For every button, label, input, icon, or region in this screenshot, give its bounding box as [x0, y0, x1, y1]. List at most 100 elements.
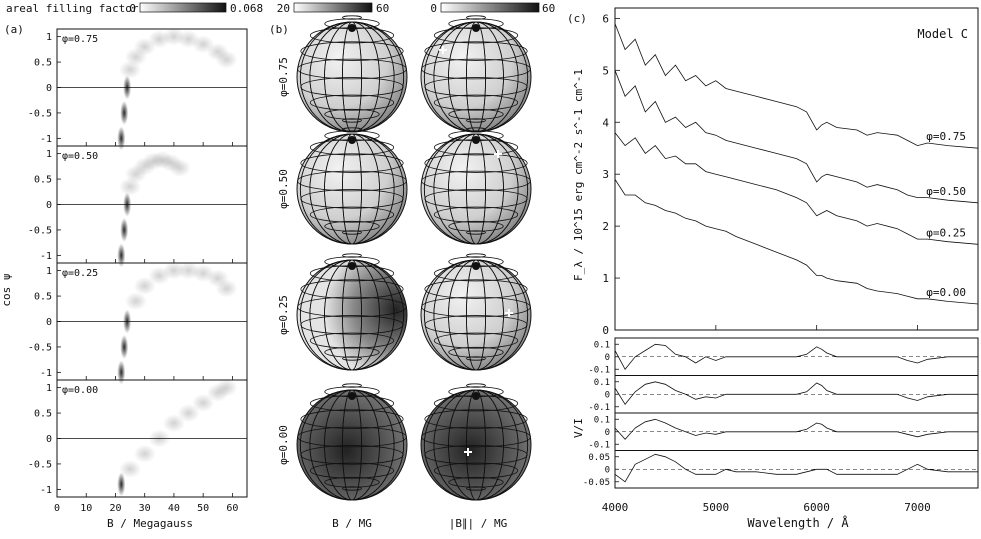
latitude-line [342, 15, 362, 20]
colorbar-b1-max: 60 [376, 2, 389, 15]
sphere [296, 127, 408, 245]
ytick-label: -1 [40, 251, 52, 262]
vi-subplot: 0.1 0 -0.1 [588, 375, 979, 414]
heatmap-cell [192, 393, 215, 412]
panel-b-col-label-b: B / MG [332, 517, 372, 530]
ytick-label: 6 [602, 12, 609, 25]
latitude-line [324, 220, 380, 232]
latitude-line [448, 476, 504, 488]
phase-label: φ=0.00 [62, 385, 98, 396]
latitude-line [297, 426, 407, 448]
heatmap-cell [120, 100, 129, 125]
pole-marker [472, 136, 480, 144]
latitude-line [466, 486, 486, 491]
latitude-line [424, 279, 528, 299]
vi-line [614, 381, 978, 405]
latitude-line [421, 296, 531, 318]
heatmap-cell [117, 472, 126, 497]
ytick-label: 0.1 [594, 415, 610, 425]
panel-b-label: (b) [269, 23, 289, 36]
latitude-line [433, 94, 519, 111]
longitude-line [423, 259, 529, 371]
heatmap-cell [117, 126, 126, 151]
sphere [296, 15, 408, 133]
latitude-line [309, 332, 395, 349]
xtick-label: 60 [226, 503, 238, 514]
ytick-label: -0.5 [28, 108, 52, 119]
vi-subplot: 0.1 0 -0.1 [588, 412, 979, 451]
heatmap-cell [124, 292, 147, 311]
latitude-line [324, 346, 380, 358]
latitude-line [466, 253, 486, 258]
colorbar-a-max: 0.068 [230, 2, 263, 15]
ytick-label: -0.1 [588, 403, 610, 413]
ytick-label: -0.5 [28, 225, 52, 236]
latitude-line [300, 409, 404, 429]
spectrum-label: φ=0.25 [926, 226, 966, 239]
panel-a-ylabel: cos ψ [0, 273, 13, 306]
longitude-line [423, 389, 529, 501]
pole-marker [472, 24, 480, 32]
latitude-line [342, 383, 362, 388]
ytick-label: -1 [40, 485, 52, 496]
latitude-line [424, 409, 528, 429]
pole-marker [472, 392, 480, 400]
panel-c: (c) Model C F_λ / 10^15 erg cm^-2 s^-1 c… [567, 7, 979, 530]
spectrum-label: φ=0.50 [926, 185, 966, 198]
pole-marker [348, 262, 356, 270]
heatmap-cell [162, 414, 185, 433]
sphere-row-label: φ=0.00 [277, 425, 290, 465]
ytick-label: 0.5 [34, 409, 52, 420]
pole-marker [348, 136, 356, 144]
xtick-label: 6000 [803, 501, 830, 514]
pole-marker [348, 392, 356, 400]
colorbar-a [139, 2, 227, 13]
field-axis-marker [464, 448, 472, 456]
ytick-label: 0 [46, 200, 52, 211]
panel-c-ylabel: F_λ / 10^15 erg cm^-2 s^-1 cm^-1 [572, 69, 585, 281]
colorbar-b2-max: 60 [542, 2, 555, 15]
ytick-label: 4 [602, 116, 609, 129]
panel-a-label: (a) [4, 23, 24, 36]
xtick-label: 4000 [602, 501, 629, 514]
spectrum-label: φ=0.75 [926, 130, 966, 143]
vi-line [614, 453, 978, 483]
ytick-label: 0.05 [588, 453, 610, 463]
ytick-label: -0.5 [28, 342, 52, 353]
heatmap-cell [215, 378, 238, 397]
panel-a-xlabel: B / Megagauss [107, 517, 193, 530]
longitude-line [299, 389, 405, 501]
panel-b-col-label-bpar: |B∥| / MG [449, 517, 507, 530]
vi-subplot: 0.05 0 -0.05 [583, 450, 979, 489]
latitude-line [448, 220, 504, 232]
heatmap-cell [117, 360, 126, 385]
phase-label: φ=0.75 [62, 34, 98, 45]
heatmap-cell [133, 444, 156, 463]
ytick-label: 1 [46, 32, 52, 43]
latitude-line [342, 118, 362, 123]
colorbar-a-min: 0 [129, 2, 136, 15]
latitude-line [466, 15, 486, 20]
ytick-label: 2 [602, 220, 609, 233]
heatmap-cell [120, 334, 129, 359]
latitude-line [324, 108, 380, 120]
spectrum-line [614, 70, 979, 204]
heatmap-cell [168, 158, 191, 177]
phase-label: φ=0.25 [62, 268, 98, 279]
latitude-line [466, 356, 486, 361]
longitude-line [299, 259, 405, 371]
latitude-line [309, 462, 395, 479]
sphere [296, 253, 408, 371]
longitude-line [423, 21, 529, 133]
latitude-line [342, 486, 362, 491]
sphere [420, 127, 532, 245]
phase-label: φ=0.50 [62, 151, 98, 162]
colorbar-b-left [293, 2, 373, 13]
latitude-line [309, 206, 395, 223]
latitude-line [424, 41, 528, 61]
heatmap-cell [117, 243, 126, 268]
heatmap-cell [215, 279, 238, 298]
ytick-label: 0.5 [34, 58, 52, 69]
latitude-line [466, 383, 486, 388]
